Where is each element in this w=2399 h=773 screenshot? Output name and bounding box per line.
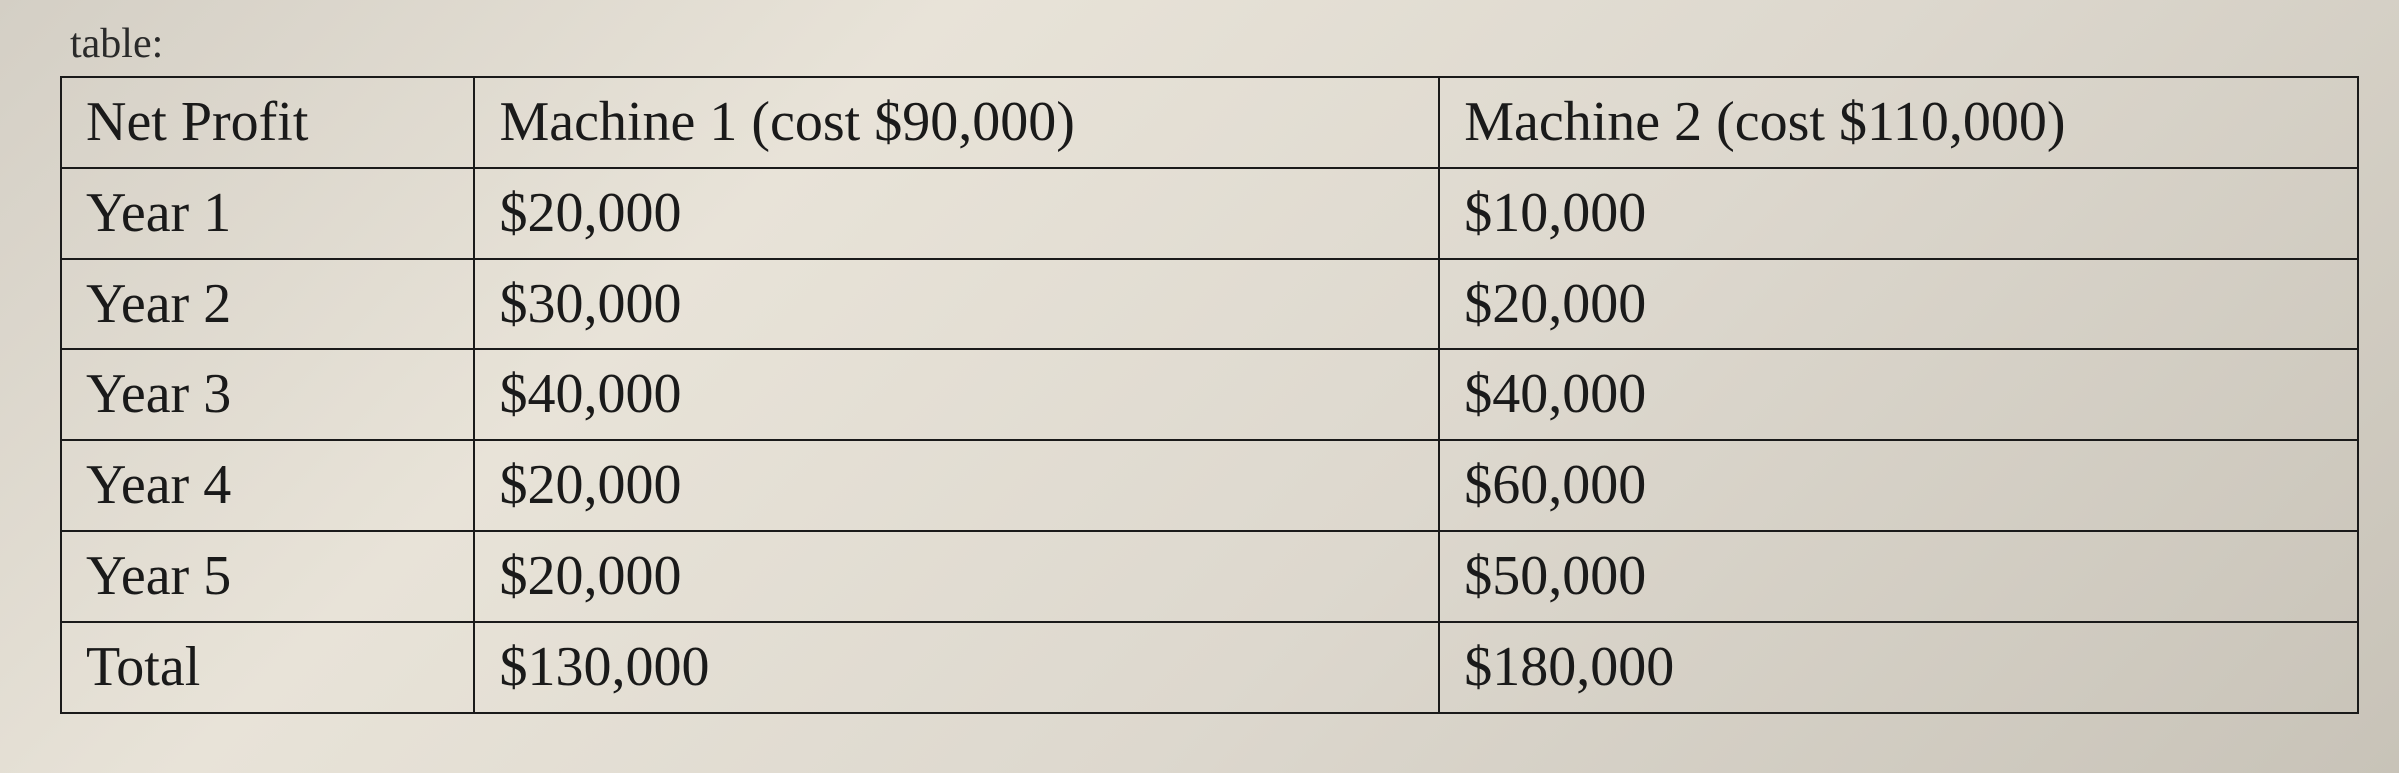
header-cell: Machine 2 (cost $110,000): [1439, 77, 2358, 168]
table-row: Year 3 $40,000 $40,000: [61, 349, 2358, 440]
table-header-row: Net Profit Machine 1 (cost $90,000) Mach…: [61, 77, 2358, 168]
data-cell: $180,000: [1439, 622, 2358, 713]
header-cell: Net Profit: [61, 77, 474, 168]
data-cell: $30,000: [474, 259, 1439, 350]
data-cell: $40,000: [1439, 349, 2358, 440]
row-label-cell: Year 5: [61, 531, 474, 622]
data-cell: $20,000: [474, 440, 1439, 531]
row-label-cell: Year 4: [61, 440, 474, 531]
data-cell: $40,000: [474, 349, 1439, 440]
data-cell: $10,000: [1439, 168, 2358, 259]
row-label-cell: Year 1: [61, 168, 474, 259]
data-cell: $130,000: [474, 622, 1439, 713]
table-row: Year 2 $30,000 $20,000: [61, 259, 2358, 350]
data-cell: $20,000: [474, 168, 1439, 259]
row-label-cell: Total: [61, 622, 474, 713]
row-label-cell: Year 3: [61, 349, 474, 440]
data-cell: $50,000: [1439, 531, 2358, 622]
row-label-cell: Year 2: [61, 259, 474, 350]
table-row: Year 4 $20,000 $60,000: [61, 440, 2358, 531]
table-row: Year 1 $20,000 $10,000: [61, 168, 2358, 259]
table-total-row: Total $130,000 $180,000: [61, 622, 2358, 713]
table-row: Year 5 $20,000 $50,000: [61, 531, 2358, 622]
data-cell: $20,000: [474, 531, 1439, 622]
data-cell: $20,000: [1439, 259, 2358, 350]
table-caption: table:: [70, 20, 2359, 68]
data-cell: $60,000: [1439, 440, 2358, 531]
header-cell: Machine 1 (cost $90,000): [474, 77, 1439, 168]
net-profit-table: Net Profit Machine 1 (cost $90,000) Mach…: [60, 76, 2359, 714]
